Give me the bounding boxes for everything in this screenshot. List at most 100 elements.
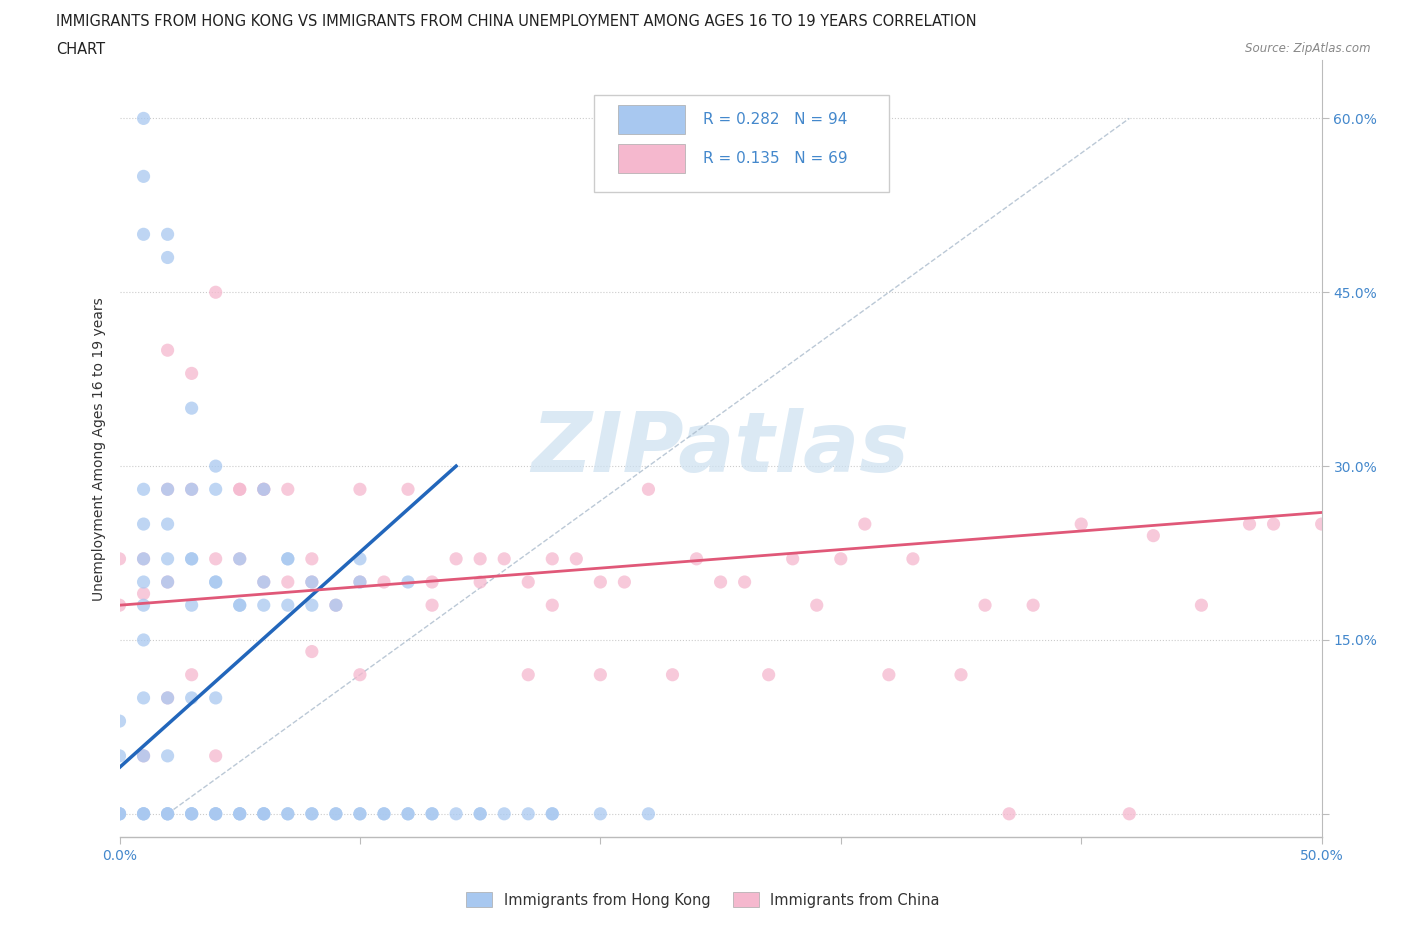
Point [1118,806,1140,821]
Text: R = 0.282   N = 94: R = 0.282 N = 94 [703,112,846,127]
Point [301,644,323,659]
Point [349,482,371,497]
Point [204,806,226,821]
Point [589,668,612,683]
Point [180,482,202,497]
Point [132,749,155,764]
Point [156,749,179,764]
Point [204,575,226,590]
Point [180,401,202,416]
Point [253,575,276,590]
Point [517,668,540,683]
Point [420,806,443,821]
Bar [619,143,685,173]
Point [132,632,155,647]
Point [204,285,226,299]
Point [180,365,202,380]
Point [349,551,371,566]
Point [132,806,155,821]
Point [132,517,155,532]
Point [156,517,179,532]
Point [1189,598,1212,613]
Point [661,668,683,683]
Point [301,806,323,821]
Point [349,806,371,821]
Point [156,806,179,821]
Point [782,551,804,566]
Point [228,806,252,821]
Point [949,668,972,683]
Point [253,482,276,497]
Point [517,575,540,590]
Point [156,690,179,705]
Point [132,575,155,590]
Point [180,690,202,705]
Point [1022,598,1045,613]
Point [132,749,155,764]
Point [156,250,179,265]
Point [541,806,564,821]
Point [108,598,131,613]
Point [156,482,179,497]
Point [420,806,443,821]
Point [277,551,299,566]
Point [301,575,323,590]
FancyBboxPatch shape [595,96,889,193]
Point [180,668,202,683]
Point [301,806,323,821]
Point [253,598,276,613]
Point [228,598,252,613]
Point [132,551,155,566]
Point [108,806,131,821]
Point [373,806,395,821]
Point [349,668,371,683]
Bar [619,105,685,134]
Point [277,806,299,821]
Point [132,169,155,184]
Point [180,806,202,821]
Point [373,806,395,821]
Point [373,575,395,590]
Point [637,806,659,821]
Text: Source: ZipAtlas.com: Source: ZipAtlas.com [1246,42,1371,55]
Point [734,575,756,590]
Point [565,551,588,566]
Point [108,713,131,728]
Point [349,575,371,590]
Point [277,575,299,590]
Point [228,551,252,566]
Point [1142,528,1164,543]
Text: CHART: CHART [56,42,105,57]
Point [1239,517,1261,532]
Point [180,806,202,821]
Point [709,575,731,590]
Point [132,586,155,601]
Point [228,482,252,497]
Point [108,749,131,764]
Point [253,482,276,497]
Point [974,598,997,613]
Text: IMMIGRANTS FROM HONG KONG VS IMMIGRANTS FROM CHINA UNEMPLOYMENT AMONG AGES 16 TO: IMMIGRANTS FROM HONG KONG VS IMMIGRANTS … [56,14,977,29]
Point [830,551,852,566]
Point [277,806,299,821]
Legend: Immigrants from Hong Kong, Immigrants from China: Immigrants from Hong Kong, Immigrants fr… [460,886,946,913]
Point [396,806,419,821]
Point [180,598,202,613]
Point [132,111,155,126]
Point [156,690,179,705]
Point [204,749,226,764]
Point [108,806,131,821]
Point [204,458,226,473]
Point [468,806,492,821]
Point [228,482,252,497]
Point [180,482,202,497]
Point [637,482,659,497]
Point [156,482,179,497]
Point [396,575,419,590]
Point [253,575,276,590]
Point [180,806,202,821]
Point [444,551,467,566]
Point [877,668,900,683]
Point [1070,517,1092,532]
Point [589,806,612,821]
